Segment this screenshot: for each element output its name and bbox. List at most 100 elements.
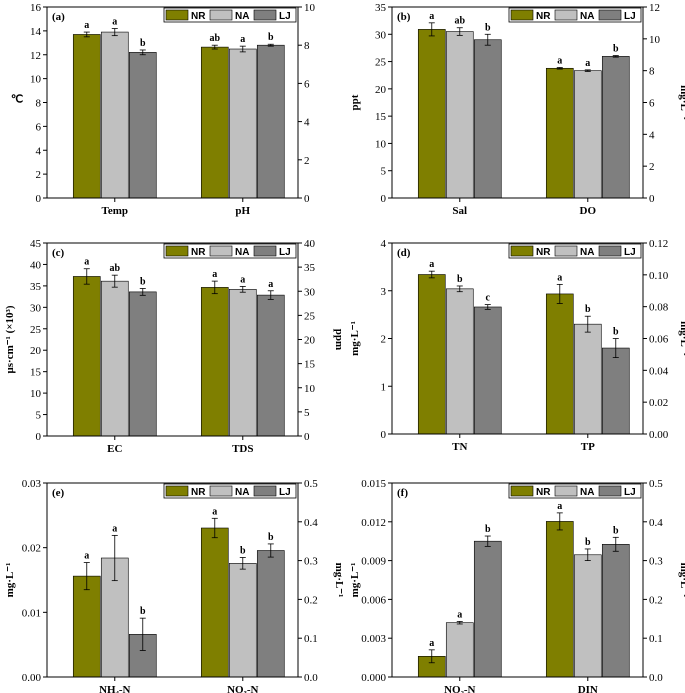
legend-label-LJ: LJ — [279, 487, 291, 498]
bar-NR-1 — [545, 521, 574, 678]
y-tick-label-left: 0.015 — [361, 478, 386, 490]
bar-NA-1 — [573, 323, 602, 435]
bar-NR-0 — [72, 34, 101, 199]
y-tick-label-right: 0.12 — [649, 238, 668, 250]
y-tick-label-right: 6 — [304, 78, 310, 90]
significance-label: b — [613, 44, 619, 55]
category-label: NH₄-N — [99, 684, 130, 693]
significance-label: b — [268, 32, 274, 43]
bar-NR-0 — [417, 29, 446, 199]
legend-label-NA: NA — [580, 11, 594, 22]
significance-label: b — [613, 525, 619, 536]
y-tick-label-left: 2 — [381, 334, 387, 346]
y-tick-label-left: 0.006 — [361, 594, 386, 606]
plot-frame — [391, 482, 644, 678]
y-tick-label-left: 0 — [381, 193, 387, 205]
y-tick-label-left: 2 — [36, 169, 42, 181]
y-axis-title-right: mg·L⁻¹ — [678, 85, 685, 120]
panel-label: (a) — [52, 11, 65, 23]
bar-NA-1 — [573, 554, 602, 678]
legend-label-NA: NA — [580, 247, 594, 258]
y-tick-label-right: 20 — [304, 335, 316, 347]
y-tick-label-left: 10 — [30, 388, 42, 400]
legend-swatch-NA — [554, 485, 578, 497]
legend-swatch-LJ — [598, 245, 622, 257]
chart-panel-3: a ab b EC a a a TDS 0 5 10 15 20 25 30 35 40 45 0 5 10 15 20 25… — [4, 238, 345, 455]
panel-label: (c) — [52, 247, 65, 259]
y-tick-label-left: 0.009 — [361, 556, 386, 568]
y-tick-label-right: 0 — [304, 193, 310, 205]
legend-swatch-NR — [510, 485, 534, 497]
y-tick-label-right: 0.02 — [649, 397, 668, 409]
y-tick-label-left: 8 — [36, 98, 42, 110]
y-tick-label-left: 14 — [30, 26, 42, 38]
legend-label-NR: NR — [536, 11, 551, 22]
y-tick-label-left: 25 — [375, 57, 387, 69]
y-tick-label-left: 5 — [381, 166, 387, 178]
y-tick-label-right: 0.1 — [304, 633, 318, 645]
legend-swatch-LJ — [253, 9, 277, 21]
significance-label: a — [84, 551, 89, 562]
significance-label: a — [84, 257, 89, 268]
y-tick-label-right: 0.0 — [304, 672, 318, 684]
chart-panel-6: a a b NO₂-N a b b DIN 0.000 0.003 0.006 0.009 0.012 0… — [349, 478, 685, 693]
significance-label: b — [140, 276, 146, 287]
legend-label-NR: NR — [536, 487, 551, 498]
chart-panel-4: a b c TN a b b TP 0 1 2 3 4 0.00 0.02 0.04 0.06 0.08 0.10 0… — [349, 238, 685, 453]
panel-label: (f) — [397, 487, 408, 499]
y-tick-label-right: 25 — [304, 310, 316, 322]
y-tick-label-left: 25 — [30, 324, 42, 336]
y-tick-label-right: 2 — [304, 155, 310, 167]
y-axis-title-right: mg·L⁻¹ — [678, 321, 685, 356]
legend-swatch-NA — [554, 9, 578, 21]
y-tick-label-right: 0.4 — [304, 517, 318, 529]
y-tick-label-right: 5 — [304, 407, 310, 419]
legend-swatch-NA — [554, 245, 578, 257]
bar-NA-1 — [573, 70, 602, 199]
bar-LJ-1 — [601, 56, 630, 199]
bar-NA-0 — [445, 622, 474, 678]
legend-swatch-NR — [510, 245, 534, 257]
significance-label: a — [212, 506, 217, 517]
y-tick-label-left: 0.01 — [22, 607, 41, 619]
y-tick-label-right: 0.3 — [649, 556, 663, 568]
y-tick-label-right: 0.06 — [649, 334, 669, 346]
y-tick-label-right: 0.00 — [649, 429, 669, 441]
bar-NR-0 — [417, 274, 446, 435]
significance-label: a — [429, 11, 434, 22]
y-tick-label-right: 4 — [304, 117, 310, 129]
y-tick-label-left: 15 — [375, 111, 387, 123]
significance-label: ab — [209, 33, 220, 44]
panel-label: (d) — [397, 247, 411, 259]
bar-NA-1 — [228, 289, 257, 437]
y-tick-label-left: 0 — [36, 431, 42, 443]
bar-NA-1 — [228, 48, 257, 199]
bar-NR-0 — [72, 575, 101, 678]
y-tick-label-right: 6 — [649, 98, 655, 110]
legend-swatch-NR — [165, 245, 189, 257]
significance-label: a — [557, 272, 562, 283]
category-label: NO₃-N — [227, 684, 258, 693]
significance-label: a — [557, 501, 562, 512]
y-tick-label-left: 1 — [381, 381, 387, 393]
y-tick-label-left: 0.003 — [361, 633, 386, 645]
y-tick-label-right: 12 — [649, 2, 660, 14]
significance-label: a — [84, 20, 89, 31]
legend-label-NA: NA — [235, 11, 249, 22]
bar-NA-0 — [445, 31, 474, 199]
significance-label: a — [429, 259, 434, 270]
y-tick-label-left: 30 — [30, 302, 42, 314]
bar-NR-1 — [200, 46, 229, 199]
y-tick-label-right: 0.4 — [649, 517, 663, 529]
y-tick-label-left: 10 — [30, 74, 42, 86]
significance-label: b — [140, 606, 146, 617]
legend-label-NA: NA — [580, 487, 594, 498]
bar-LJ-0 — [473, 540, 502, 678]
y-tick-label-right: 10 — [649, 34, 661, 46]
y-tick-label-left: 45 — [30, 238, 42, 250]
y-tick-label-left: 5 — [36, 410, 42, 422]
category-label: TP — [581, 441, 595, 453]
legend-swatch-NA — [209, 245, 233, 257]
